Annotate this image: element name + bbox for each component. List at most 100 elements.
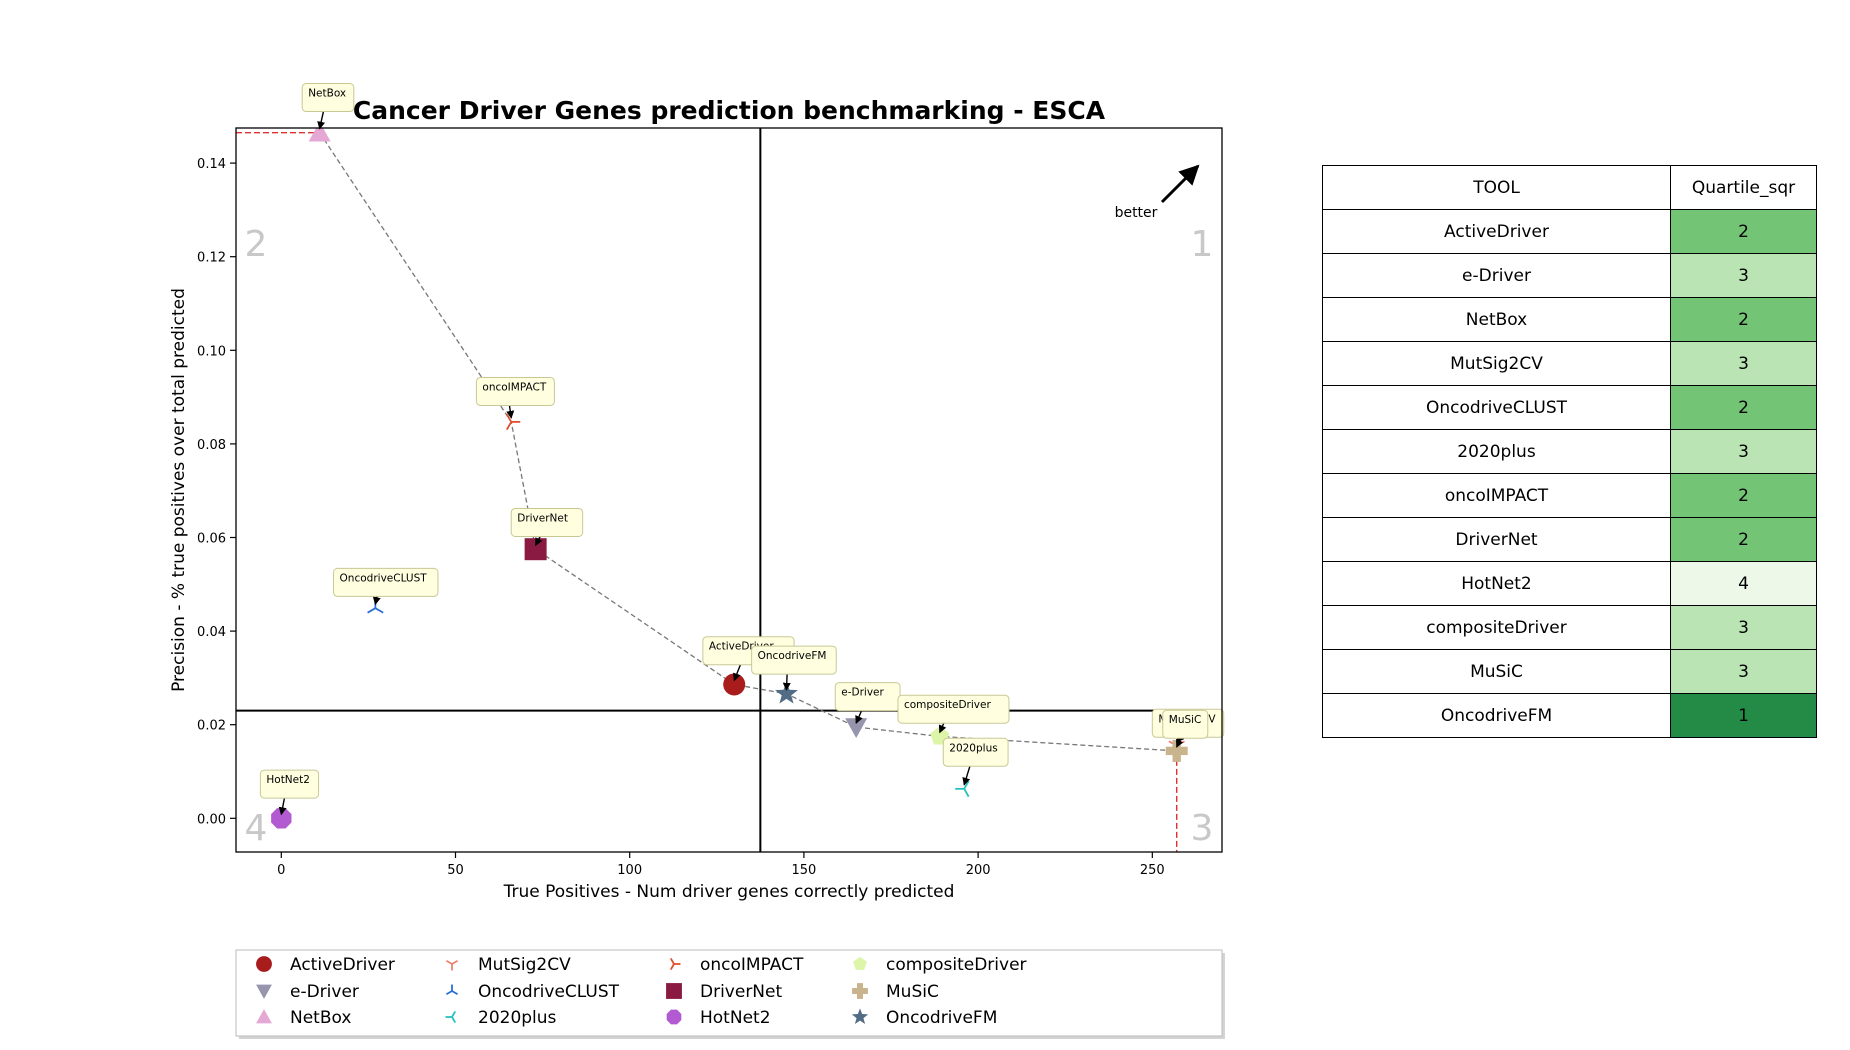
tool-cell: oncoIMPACT bbox=[1322, 473, 1671, 518]
legend-label: MutSig2CV bbox=[478, 955, 571, 975]
better-arrow bbox=[1160, 164, 1200, 204]
y-tick-label: 0.14 bbox=[197, 157, 226, 172]
legend-marker bbox=[852, 983, 868, 999]
plot-area: 1 2 3 4 bbox=[236, 128, 1222, 852]
annotation-label: NetBox bbox=[308, 88, 346, 100]
legend-label: NetBox bbox=[290, 1008, 351, 1028]
legend-marker bbox=[851, 1008, 869, 1024]
legend-label: OncodriveCLUST bbox=[478, 982, 620, 1002]
legend-marker bbox=[445, 959, 459, 971]
tool-cell: NetBox bbox=[1322, 297, 1671, 342]
table-row: DriverNet 2 bbox=[1322, 517, 1817, 562]
legend-label: oncoIMPACT bbox=[700, 955, 804, 975]
legend-entry-drivernet: DriverNet bbox=[666, 982, 782, 1002]
quartile-cell: 2 bbox=[1670, 297, 1817, 342]
legend-entry-netbox: NetBox bbox=[256, 1008, 351, 1028]
table-row: MutSig2CV 3 bbox=[1322, 341, 1817, 386]
y-tick-label: 0.02 bbox=[197, 719, 226, 734]
annotation-netbox: NetBox bbox=[301, 83, 355, 130]
table-row: HotNet2 4 bbox=[1322, 561, 1817, 606]
legend-label: MuSiC bbox=[886, 982, 939, 1002]
point-oncoimpact bbox=[505, 413, 521, 431]
table-row: 2020plus 3 bbox=[1322, 429, 1817, 474]
point-music bbox=[1165, 739, 1188, 762]
legend-entry-activedriver: ActiveDriver bbox=[256, 955, 395, 975]
annotation-oncoimpact: oncoIMPACT bbox=[475, 376, 555, 419]
legend-marker bbox=[669, 957, 681, 971]
tool-cell: MuSiC bbox=[1322, 649, 1671, 694]
plot-frame bbox=[235, 127, 1223, 853]
legend-marker bbox=[853, 956, 867, 970]
quartile-cell: 2 bbox=[1670, 473, 1817, 518]
quartile-cell: 3 bbox=[1670, 429, 1817, 474]
y-tick-label: 0.04 bbox=[197, 625, 226, 640]
legend-label: 2020plus bbox=[478, 1008, 557, 1028]
x-axis-label: True Positives - Num driver genes correc… bbox=[503, 882, 955, 902]
legend-entry-compositedriver: compositeDriver bbox=[853, 955, 1027, 975]
legend-marker bbox=[445, 1010, 457, 1024]
x-tick-label: 100 bbox=[617, 863, 642, 878]
tool-cell: compositeDriver bbox=[1322, 605, 1671, 650]
tool-cell: HotNet2 bbox=[1322, 561, 1671, 606]
point-2020plus bbox=[955, 780, 970, 798]
legend-marker bbox=[445, 984, 459, 996]
y-tick-label: 0.12 bbox=[197, 251, 226, 266]
tool-cell: MutSig2CV bbox=[1322, 341, 1671, 386]
legend-marker bbox=[256, 956, 272, 972]
legend-marker bbox=[666, 983, 682, 999]
x-tick-label: 50 bbox=[447, 863, 464, 878]
legend-label: OncodriveFM bbox=[886, 1008, 997, 1028]
legend-label: DriverNet bbox=[700, 982, 782, 1002]
y-tick-label: 0.06 bbox=[197, 532, 226, 547]
x-tick-label: 200 bbox=[966, 863, 991, 878]
quadrant-label-3: 3 bbox=[1191, 808, 1214, 849]
point-activedriver bbox=[723, 673, 746, 696]
quartile-table: TOOL Quartile_sqr ActiveDriver 2 e-Driver 3… bbox=[1322, 165, 1817, 738]
point-netbox bbox=[308, 128, 331, 142]
quartile-cell: 2 bbox=[1670, 517, 1817, 562]
quartile-cell: 2 bbox=[1670, 209, 1817, 254]
legend-entry-e-driver: e-Driver bbox=[256, 982, 359, 1002]
table-header-quartile: Quartile_sqr bbox=[1670, 165, 1817, 210]
annotation-label: compositeDriver bbox=[904, 699, 991, 711]
y-tick-label: 0.10 bbox=[197, 344, 226, 359]
chart-title: Cancer Driver Genes prediction benchmark… bbox=[353, 96, 1106, 125]
table-row: OncodriveFM 1 bbox=[1322, 693, 1817, 738]
y-axis-label: Precision - % true positives over total … bbox=[169, 288, 189, 692]
annotation-label: OncodriveCLUST bbox=[340, 572, 428, 584]
table-header-row: TOOL Quartile_sqr bbox=[1322, 165, 1817, 210]
quartile-cell: 3 bbox=[1670, 649, 1817, 694]
annotation-music: MuSiC bbox=[1162, 709, 1209, 748]
annotation-label: DriverNet bbox=[517, 512, 568, 524]
quartile-cell: 2 bbox=[1670, 385, 1817, 430]
annotation-compositedriver: compositeDriver bbox=[897, 694, 1010, 734]
y-tick-label: 0.08 bbox=[197, 438, 226, 453]
quartile-cell: 3 bbox=[1670, 605, 1817, 650]
point-oncodrivefm bbox=[775, 681, 798, 704]
x-tick-label: 0 bbox=[277, 863, 285, 878]
legend-label: HotNet2 bbox=[700, 1008, 771, 1028]
annotation-hotnet2: HotNet2 bbox=[259, 769, 320, 816]
legend-entry-music: MuSiC bbox=[852, 982, 939, 1002]
quartile-cell: 3 bbox=[1670, 341, 1817, 386]
tool-cell: 2020plus bbox=[1322, 429, 1671, 474]
annotation-e-driver: e-Driver bbox=[834, 682, 901, 724]
tool-cell: OncodriveCLUST bbox=[1322, 385, 1671, 430]
quartile-cell: 3 bbox=[1670, 253, 1817, 298]
annotation-label: OncodriveFM bbox=[758, 650, 827, 662]
legend-label: compositeDriver bbox=[886, 955, 1027, 975]
annotations: NetBoxoncoIMPACTDriverNetOncodriveCLUSTA… bbox=[259, 83, 1225, 816]
legend-entry-oncodriveclust: OncodriveCLUST bbox=[445, 982, 620, 1002]
legend-marker bbox=[666, 1009, 682, 1025]
quadrant-label-2: 2 bbox=[245, 224, 268, 265]
table-row: compositeDriver 3 bbox=[1322, 605, 1817, 650]
quartile-cell: 4 bbox=[1670, 561, 1817, 606]
better-label: better bbox=[1115, 205, 1158, 221]
table-header-tool: TOOL bbox=[1322, 165, 1671, 210]
annotation-label: HotNet2 bbox=[266, 774, 310, 786]
quadrant-label-4: 4 bbox=[245, 808, 268, 849]
annotation-label: e-Driver bbox=[841, 687, 884, 699]
tool-cell: DriverNet bbox=[1322, 517, 1671, 562]
table-row: MuSiC 3 bbox=[1322, 649, 1817, 694]
